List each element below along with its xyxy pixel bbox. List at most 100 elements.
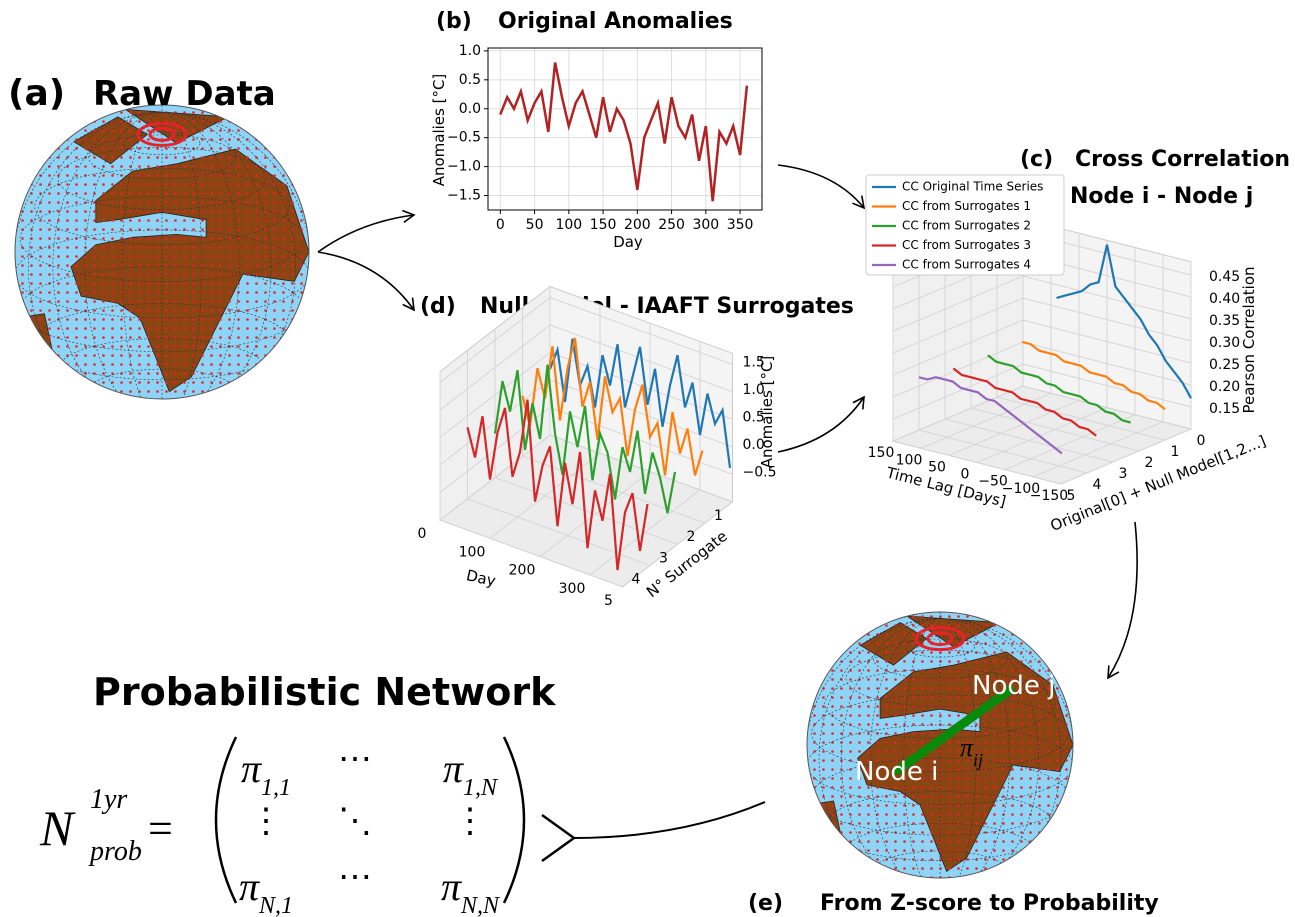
panel-title: From Z-score to Probability <box>820 891 1159 916</box>
symbol: π <box>239 864 260 909</box>
subscript: N,1 <box>258 893 293 917</box>
z-axis-label: Pearson Correlation <box>1240 266 1258 413</box>
network-title: Probabilistic Network <box>93 670 556 714</box>
legend-label: CC from Surrogates 2 <box>902 219 1031 233</box>
y-tick-label: 4 <box>1093 477 1102 493</box>
subscript: 1,N <box>463 775 499 801</box>
y-tick-label: −0.5 <box>447 130 481 146</box>
x-tick-label: 200 <box>509 563 536 579</box>
y-tick-label: 5 <box>604 593 613 609</box>
y-axis-label: Anomalies [°C] <box>430 74 448 187</box>
x-tick-label: 0 <box>961 467 970 483</box>
matrix-entry: πN,1 <box>239 864 293 917</box>
y-tick-label: 3 <box>659 550 668 566</box>
x-tick-label: 350 <box>727 217 754 233</box>
legend-label: CC Original Time Series <box>902 180 1043 194</box>
subscript: prob <box>88 836 142 867</box>
y-tick-label: 0 <box>1197 433 1206 449</box>
x-tick-label: 100 <box>896 452 923 468</box>
legend-label: CC from Surrogates 3 <box>902 238 1031 252</box>
y-tick-label: 0.5 <box>459 72 481 88</box>
x-tick-label: 300 <box>692 217 719 233</box>
x-tick-label: 0 <box>418 526 427 542</box>
panel-label: (b) <box>436 9 472 34</box>
z-tick-label: 0.20 <box>1209 379 1240 395</box>
bracket <box>504 737 524 903</box>
matrix-entry: ⋮ <box>249 801 283 841</box>
y-tick-label: 1.0 <box>459 43 481 59</box>
equals: = <box>148 804 173 853</box>
y-tick-label: 2 <box>1145 455 1154 471</box>
matrix-entry: π1,N <box>443 746 499 801</box>
y-tick-label: 2 <box>687 529 696 545</box>
matrix-entry: π1,1 <box>241 746 291 801</box>
arrow <box>1108 522 1137 678</box>
panel-label: (c) <box>1020 147 1053 172</box>
y-tick-label: 0.0 <box>459 101 481 117</box>
superscript: 1yr <box>90 784 127 815</box>
legend-label: CC from Surrogates 4 <box>902 258 1031 272</box>
panel-subtitle: Node i - Node j <box>1070 184 1253 209</box>
y-tick-label: −1.5 <box>447 188 481 204</box>
globe <box>805 612 1075 898</box>
matrix-entry: ⋯ <box>338 857 372 897</box>
symbol: π <box>443 746 464 791</box>
y-tick-label: 4 <box>632 572 641 588</box>
legend-label: CC from Surrogates 1 <box>902 199 1031 213</box>
panel-title: Cross Correlation <box>1075 147 1290 172</box>
subscript: N,N <box>460 893 501 917</box>
x-tick-label: 100 <box>459 544 486 560</box>
x-tick-label: 200 <box>624 217 651 233</box>
y-tick-label: 5 <box>1067 488 1076 504</box>
z-tick-label: −0.5 <box>743 464 777 480</box>
x-tick-label: 150 <box>868 445 895 461</box>
x-tick-label: 0 <box>496 217 505 233</box>
z-tick-label: 0.45 <box>1209 269 1240 285</box>
z-tick-label: 0.0 <box>743 437 765 453</box>
panel-label: (d) <box>420 294 456 319</box>
panel-title: Raw Data <box>93 74 276 114</box>
matrix-entry: ⋯ <box>338 739 372 779</box>
z-tick-label: 0.40 <box>1209 291 1240 307</box>
arrow <box>778 165 864 208</box>
x-axis-label: Day <box>613 233 643 251</box>
z-tick-label: 0.5 <box>743 409 765 425</box>
subscript: 1,1 <box>261 775 291 801</box>
panel-label: (a) <box>8 73 65 114</box>
x-tick-label: 300 <box>559 581 586 597</box>
x-tick-label: 150 <box>590 217 617 233</box>
x-tick-label: 250 <box>658 217 685 233</box>
y-tick-label: −1.0 <box>447 159 481 175</box>
line <box>500 63 747 202</box>
x-tick-label: 100 <box>555 217 582 233</box>
x-tick-label: 50 <box>928 459 946 475</box>
globe <box>13 105 311 421</box>
bracket <box>216 737 236 903</box>
y-tick-label: 1 <box>714 508 723 524</box>
matrix-entry: ⋮ <box>453 801 487 841</box>
y-tick-label: 1 <box>1171 444 1180 460</box>
symbol: π <box>241 746 262 791</box>
symbol: π <box>960 733 974 762</box>
x-tick-label: 50 <box>526 217 544 233</box>
z-tick-label: 0.30 <box>1209 335 1240 351</box>
panel-label: (e) <box>748 891 783 916</box>
symbol: π <box>441 864 462 909</box>
figure: (a) Raw Data (b) Original Anomalies Day … <box>0 0 1295 917</box>
arrow <box>778 397 864 452</box>
x-axis-label: Day <box>465 566 498 590</box>
matrix-entry: ⋱ <box>338 801 372 841</box>
z-tick-label: 1.5 <box>743 354 765 370</box>
page: (a) Raw Data (b) Original Anomalies Day … <box>0 0 1295 917</box>
z-tick-label: 0.15 <box>1209 401 1240 417</box>
z-tick-label: 0.35 <box>1209 313 1240 329</box>
z-tick-label: 1.0 <box>743 382 765 398</box>
matrix-entry: πN,N <box>441 864 501 917</box>
subscript: ij <box>973 750 983 770</box>
x-tick-label: −150 <box>1030 488 1068 504</box>
arrow <box>574 802 765 838</box>
z-tick-label: 0.25 <box>1209 357 1240 373</box>
arrow <box>318 215 414 252</box>
y-tick-label: 3 <box>1119 466 1128 482</box>
node-label: Node j <box>972 671 1055 701</box>
